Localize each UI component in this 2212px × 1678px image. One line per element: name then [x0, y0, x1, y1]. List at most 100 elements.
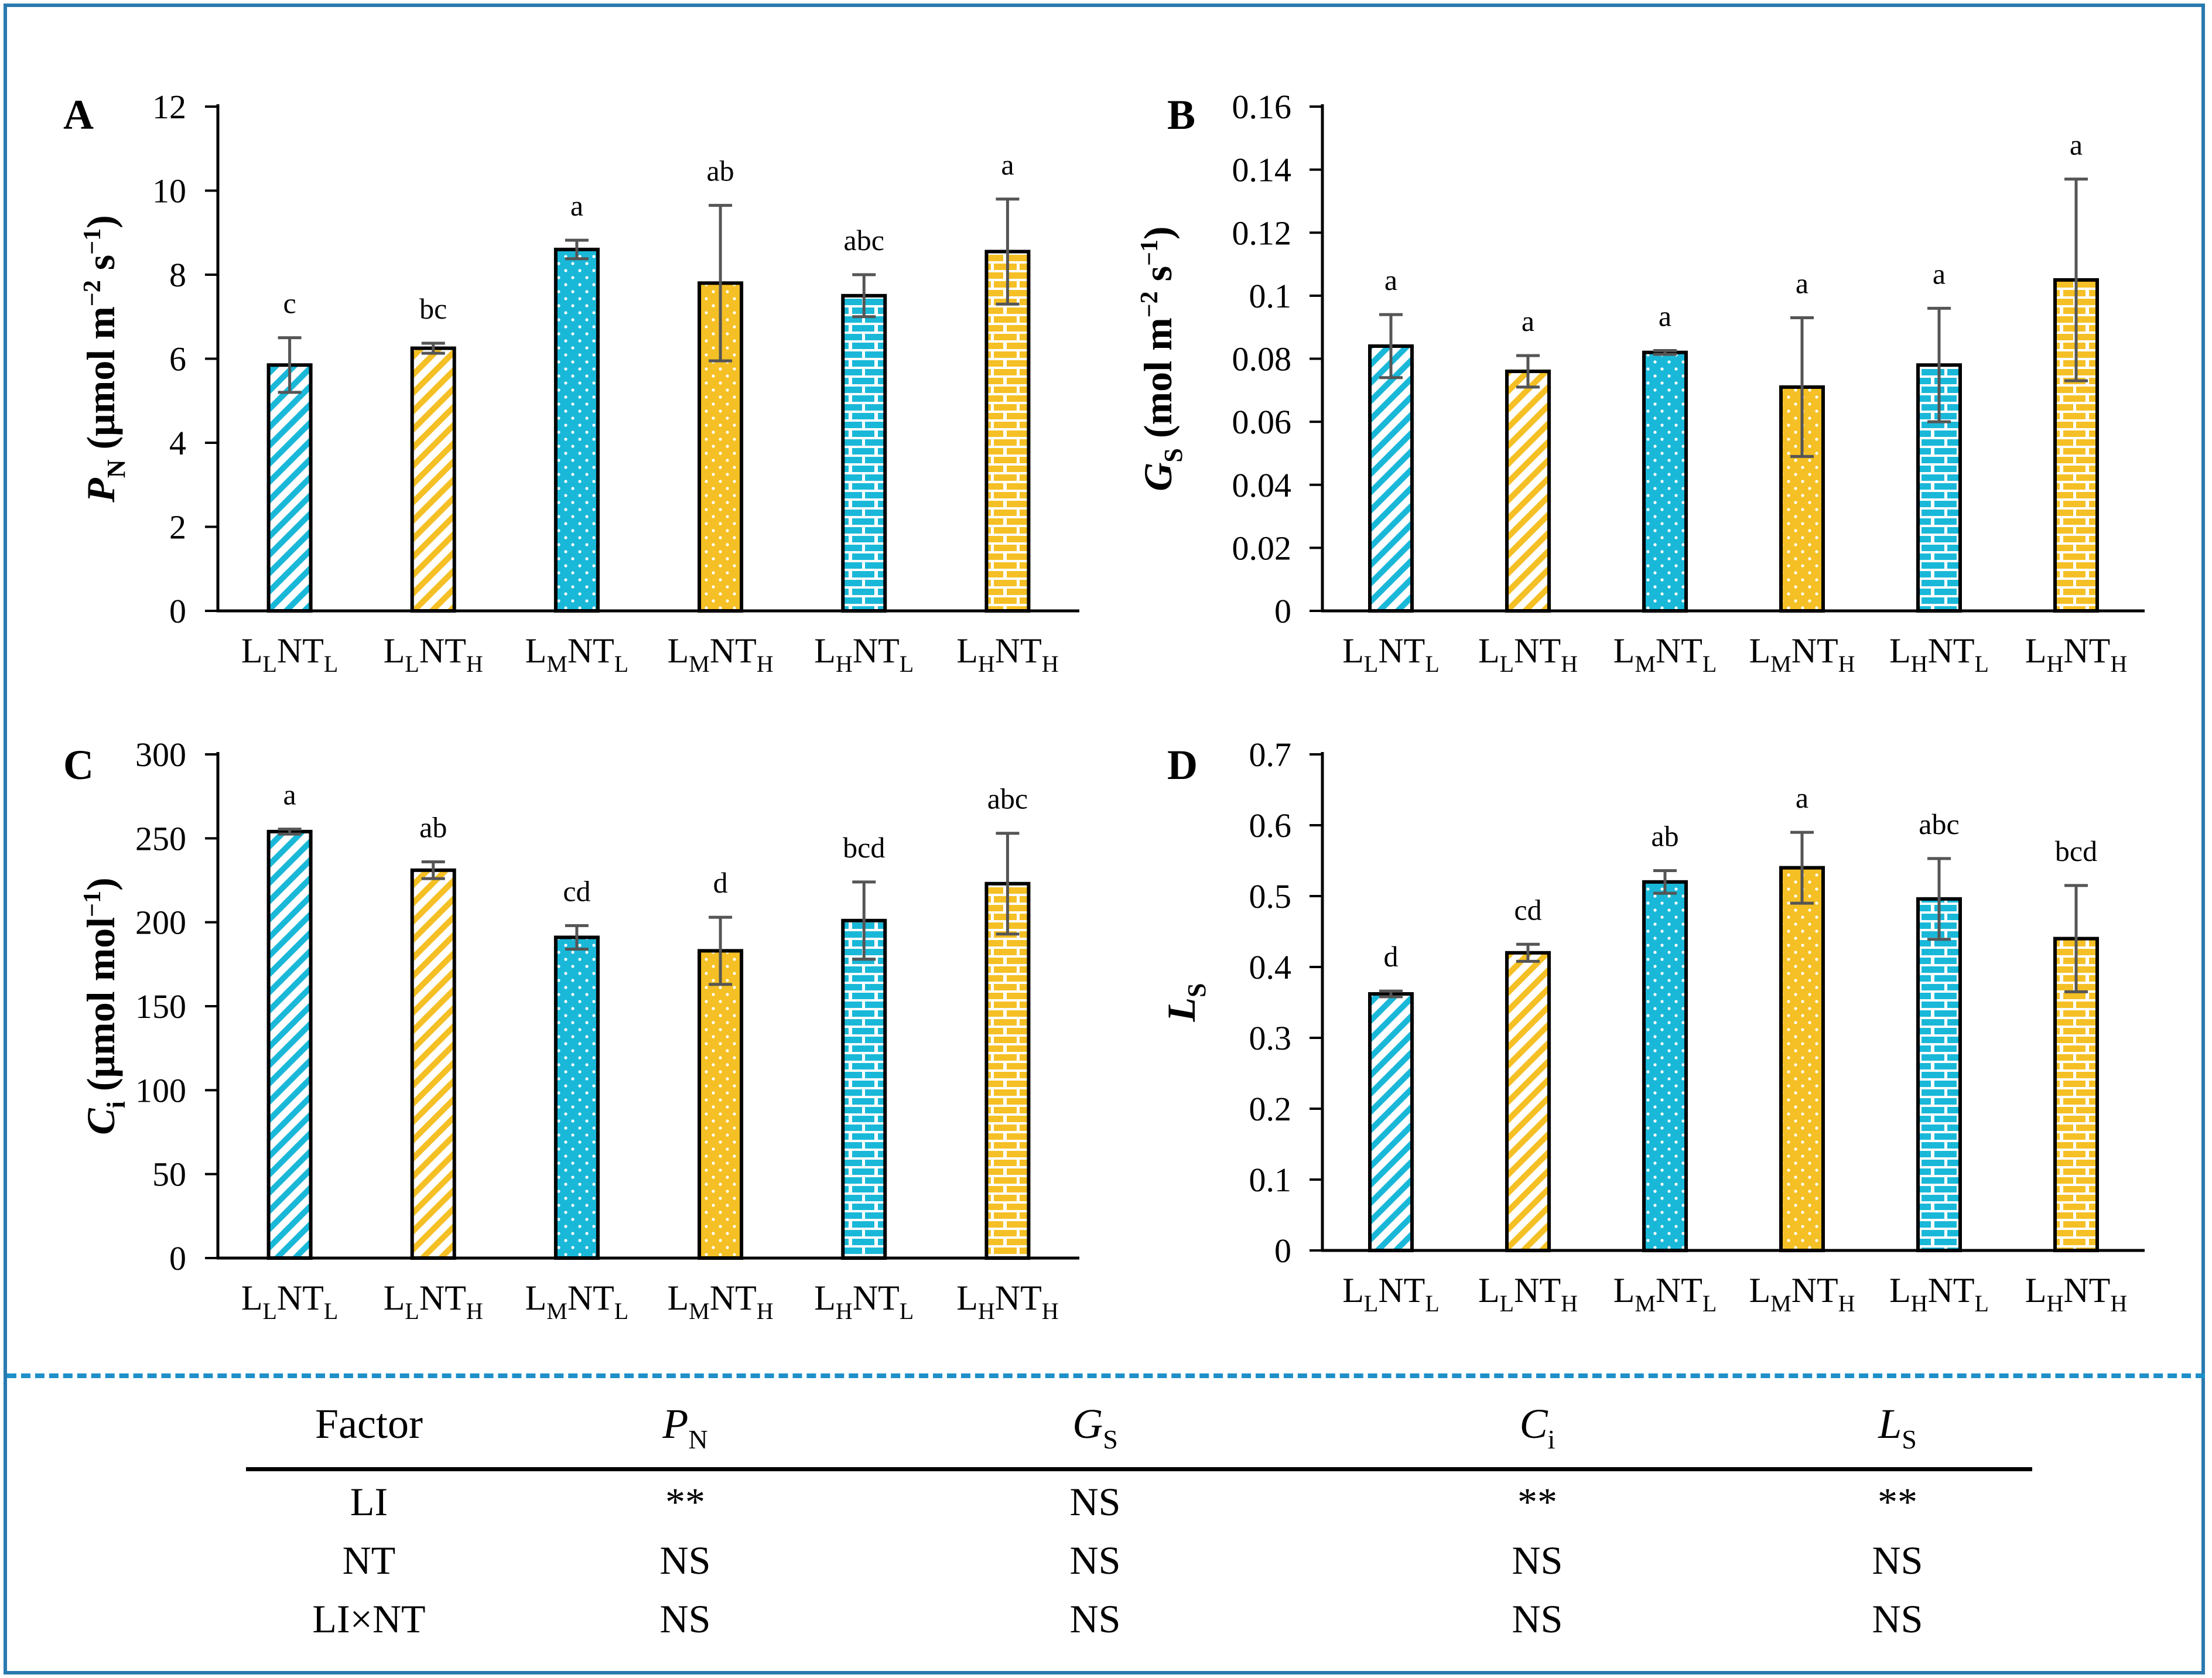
significance-letter: a — [1933, 257, 1946, 290]
y-tick-label: 0 — [1274, 1232, 1291, 1270]
panel-letter: A — [63, 91, 94, 138]
chart-panels: A 0 2 4 6 8 10 12 PN (μmol m−2 s−1) c LLNTL bc LLNTH… — [63, 88, 2145, 1324]
bar — [410, 346, 456, 613]
y-tick-label: 0.6 — [1249, 806, 1292, 845]
x-tick-label: LMNTH — [1749, 1271, 1855, 1317]
y-tick-label: 0.4 — [1249, 948, 1292, 986]
y-tick-label: 0.04 — [1232, 466, 1292, 504]
anova-header: LS — [1878, 1400, 1917, 1454]
chart-panel-b: B 0 0.02 0.04 0.06 0.08 0.1 0.12 0.14 0.16 GS (mol… — [1136, 88, 2145, 677]
x-tick-label: LHNTL — [814, 1279, 914, 1324]
x-tick-label: LMNTH — [668, 1279, 774, 1324]
x-tick-label: LHNTH — [956, 631, 1058, 677]
bar — [1505, 370, 1551, 613]
anova-significance: NS — [659, 1597, 711, 1641]
x-tick-label: LLNTH — [1478, 1271, 1578, 1317]
y-tick-label: 0 — [169, 592, 186, 630]
bar — [1779, 866, 1825, 1252]
significance-letter: a — [1796, 267, 1808, 300]
y-tick-label: 0.1 — [1249, 277, 1292, 315]
significance-letter: a — [1796, 781, 1808, 814]
chart-panel-a: A 0 2 4 6 8 10 12 PN (μmol m−2 s−1) c LLNTL bc LLNTH… — [63, 88, 1079, 677]
x-tick-label: LMNTL — [525, 1279, 629, 1324]
y-tick-label: 300 — [135, 736, 186, 774]
y-axis-title: GS (mol m−2 s−1) — [1136, 226, 1188, 491]
y-axis-title: PN (μmol m−2 s−1) — [78, 215, 131, 503]
bar — [984, 881, 1031, 1260]
x-tick-label: LHNTH — [2025, 1271, 2127, 1317]
y-tick-label: 0.7 — [1249, 736, 1292, 774]
significance-letter: abc — [987, 782, 1028, 815]
bar — [266, 363, 313, 613]
anova-significance: NS — [1069, 1597, 1121, 1641]
x-tick-label: LLNTL — [241, 1279, 339, 1324]
y-axis-title: Ci (μmol mol−1) — [78, 877, 131, 1134]
bar — [1368, 344, 1414, 613]
bar — [841, 293, 887, 613]
chart-panel-c: C 0 50 100 150 200 250 300 Ci (μmol mol−1) a LLNTL… — [63, 736, 1079, 1324]
anova-significance: NS — [1512, 1597, 1563, 1641]
y-tick-label: 0.12 — [1232, 214, 1292, 252]
x-tick-label: LLNTH — [1478, 631, 1578, 677]
x-tick-label: LHNTL — [1889, 1271, 1989, 1317]
significance-letter: a — [1001, 148, 1014, 181]
y-tick-label: 0.02 — [1232, 529, 1292, 567]
significance-letter: cd — [563, 874, 590, 907]
significance-letter: a — [2070, 128, 2083, 161]
significance-letter: ab — [706, 155, 734, 187]
y-tick-label: 8 — [169, 256, 186, 294]
significance-letter: bcd — [843, 831, 885, 864]
significance-letter: a — [570, 189, 583, 222]
significance-letter: ab — [419, 811, 447, 843]
bar — [553, 247, 600, 613]
x-tick-label: LLNTL — [1342, 1271, 1440, 1317]
bar — [266, 829, 313, 1260]
bar — [1368, 992, 1414, 1252]
panel-letter: B — [1167, 91, 1195, 138]
anova-header: Ci — [1519, 1400, 1555, 1454]
y-tick-label: 250 — [135, 819, 186, 857]
significance-letter: a — [1659, 300, 1671, 333]
anova-significance: NS — [1512, 1538, 1563, 1583]
y-tick-label: 2 — [169, 508, 186, 546]
significance-letter: c — [283, 287, 296, 320]
figure-frame — [4, 4, 2205, 1674]
x-tick-label: LHNTH — [2025, 631, 2127, 677]
significance-letter: abc — [1919, 808, 1959, 840]
x-tick-label: LHNTL — [1889, 631, 1989, 677]
y-tick-label: 0.06 — [1232, 403, 1292, 441]
x-tick-label: LMNTH — [1749, 631, 1855, 677]
bar — [1642, 880, 1688, 1253]
anova-significance: ** — [665, 1479, 705, 1524]
bar — [698, 949, 744, 1260]
anova-significance: ** — [1878, 1479, 1917, 1524]
anova-significance: ** — [1517, 1479, 1557, 1524]
x-tick-label: LLNTL — [241, 631, 339, 677]
y-tick-label: 0.08 — [1232, 340, 1292, 378]
bar — [410, 868, 456, 1260]
significance-letter: d — [1384, 940, 1399, 973]
bar — [553, 935, 600, 1260]
y-tick-label: 6 — [169, 340, 186, 378]
anova-significance: NS — [1069, 1479, 1121, 1524]
bar — [1916, 897, 1962, 1252]
x-tick-label: LLNTL — [1342, 631, 1440, 677]
significance-letter: a — [283, 778, 296, 811]
y-tick-label: 0.1 — [1249, 1161, 1292, 1199]
y-tick-label: 0.14 — [1232, 151, 1292, 189]
significance-letter: bc — [419, 292, 447, 325]
y-tick-label: 0.2 — [1249, 1090, 1292, 1128]
significance-letter: a — [1522, 305, 1534, 337]
significance-letter: a — [1384, 264, 1397, 296]
panel-letter: D — [1167, 741, 1198, 788]
y-tick-label: 200 — [135, 904, 186, 942]
bar — [1505, 951, 1551, 1253]
bar — [1642, 350, 1688, 613]
significance-letter: d — [713, 866, 728, 899]
anova-header-rule — [246, 1467, 2032, 1471]
significance-letter: abc — [844, 224, 884, 257]
x-tick-label: LMNTL — [1613, 1271, 1717, 1317]
significance-letter: bcd — [2055, 835, 2097, 867]
anova-significance: NS — [1872, 1597, 1923, 1641]
y-tick-label: 10 — [152, 172, 186, 210]
